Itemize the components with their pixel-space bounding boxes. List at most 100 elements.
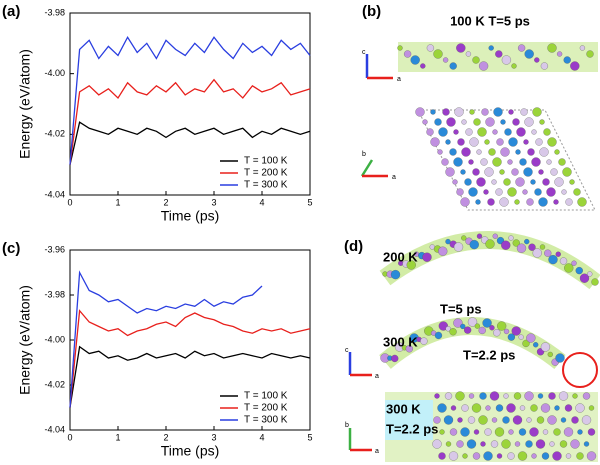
- y-tick-label: -4.04: [44, 189, 65, 199]
- atom: [493, 107, 503, 117]
- atom: [531, 157, 541, 167]
- atom: [534, 188, 542, 196]
- atom: [550, 168, 558, 176]
- atom: [576, 452, 584, 460]
- atom: [495, 50, 503, 58]
- atom: [420, 337, 428, 345]
- legend-label: T = 300 K: [244, 180, 288, 191]
- legend-label: T = 100 K: [244, 156, 288, 167]
- atom: [445, 139, 451, 145]
- x-tick-label: 1: [115, 197, 120, 207]
- y-axis-title: Energy (eV/atom): [17, 285, 33, 395]
- atom: [391, 354, 399, 363]
- x-tick-label: 1: [115, 432, 120, 442]
- axis-letter: b: [345, 422, 349, 429]
- atom: [449, 148, 457, 156]
- atom: [446, 117, 456, 127]
- atom: [430, 109, 436, 115]
- atom: [460, 169, 466, 175]
- atom: [465, 128, 473, 136]
- atom: [525, 440, 533, 448]
- atom: [571, 260, 577, 266]
- atom: [507, 159, 513, 165]
- legend-label: T = 300 K: [244, 415, 288, 426]
- atom: [453, 318, 463, 328]
- y-tick-label: -4.02: [44, 379, 65, 389]
- atom: [535, 138, 543, 146]
- atom: [488, 45, 494, 51]
- label-box: [385, 400, 433, 440]
- x-axis-title: Time (ps): [161, 443, 220, 459]
- atom: [579, 273, 590, 283]
- panel-label: (d): [344, 238, 363, 255]
- atom: [441, 158, 449, 166]
- atom: [478, 61, 489, 71]
- atom: [426, 44, 435, 52]
- atom: [508, 137, 518, 147]
- x-tick-label: 4: [259, 197, 264, 207]
- atom: [449, 428, 458, 436]
- caption: 300 K: [383, 334, 418, 349]
- atom: [573, 188, 581, 196]
- data-line: [69, 270, 263, 408]
- atom: [577, 429, 583, 435]
- atom: [485, 239, 495, 249]
- atom: [502, 416, 510, 424]
- atom: [492, 129, 498, 135]
- atom: [497, 321, 507, 331]
- atom: [457, 417, 463, 423]
- atom: [433, 416, 441, 424]
- atom: [467, 416, 476, 424]
- atom: [485, 405, 491, 411]
- data-line: [69, 35, 311, 165]
- atom: [553, 199, 559, 205]
- y-tick-label: -4.02: [44, 129, 65, 139]
- atom: [516, 127, 526, 137]
- atom: [461, 235, 467, 241]
- atom: [460, 323, 466, 330]
- atom: [558, 391, 569, 401]
- atom: [519, 405, 526, 411]
- atom: [415, 107, 425, 117]
- panel-label: (b): [362, 3, 381, 20]
- structure-b: (b) 100 K T=5 ps c a b a: [360, 3, 598, 211]
- atom: [491, 417, 498, 423]
- atom: [476, 177, 486, 187]
- atom: [434, 118, 442, 126]
- atom: [484, 139, 490, 145]
- atom: [472, 452, 481, 460]
- atom: [571, 416, 579, 424]
- caption: T=2.2 ps: [386, 421, 438, 436]
- atom: [538, 169, 544, 175]
- x-tick-label: 0: [67, 197, 72, 207]
- atom: [591, 278, 599, 286]
- atom: [503, 393, 509, 399]
- atom: [511, 63, 517, 69]
- atom: [420, 63, 426, 69]
- y-tick-label: -4.00: [44, 68, 65, 78]
- data-line: [69, 121, 311, 165]
- atom: [512, 415, 523, 425]
- axis-letter: a: [375, 448, 379, 455]
- atom: [473, 118, 481, 126]
- atom: [549, 441, 555, 447]
- x-tick-label: 0: [67, 432, 72, 442]
- atom: [540, 342, 551, 352]
- atom: [536, 416, 545, 424]
- atom: [501, 240, 511, 250]
- atom: [514, 199, 520, 205]
- atom: [461, 404, 469, 412]
- y-tick-label: -3.98: [44, 289, 65, 299]
- atom: [588, 405, 595, 411]
- atom: [500, 147, 510, 157]
- axis-letter: a: [392, 174, 396, 181]
- atom: [534, 57, 540, 63]
- atom: [540, 403, 551, 413]
- atom: [532, 107, 542, 117]
- x-tick-label: 5: [307, 432, 312, 442]
- atom: [397, 45, 403, 51]
- atom: [562, 167, 572, 177]
- atom: [490, 440, 499, 448]
- atom: [518, 334, 524, 340]
- atom: [539, 147, 549, 157]
